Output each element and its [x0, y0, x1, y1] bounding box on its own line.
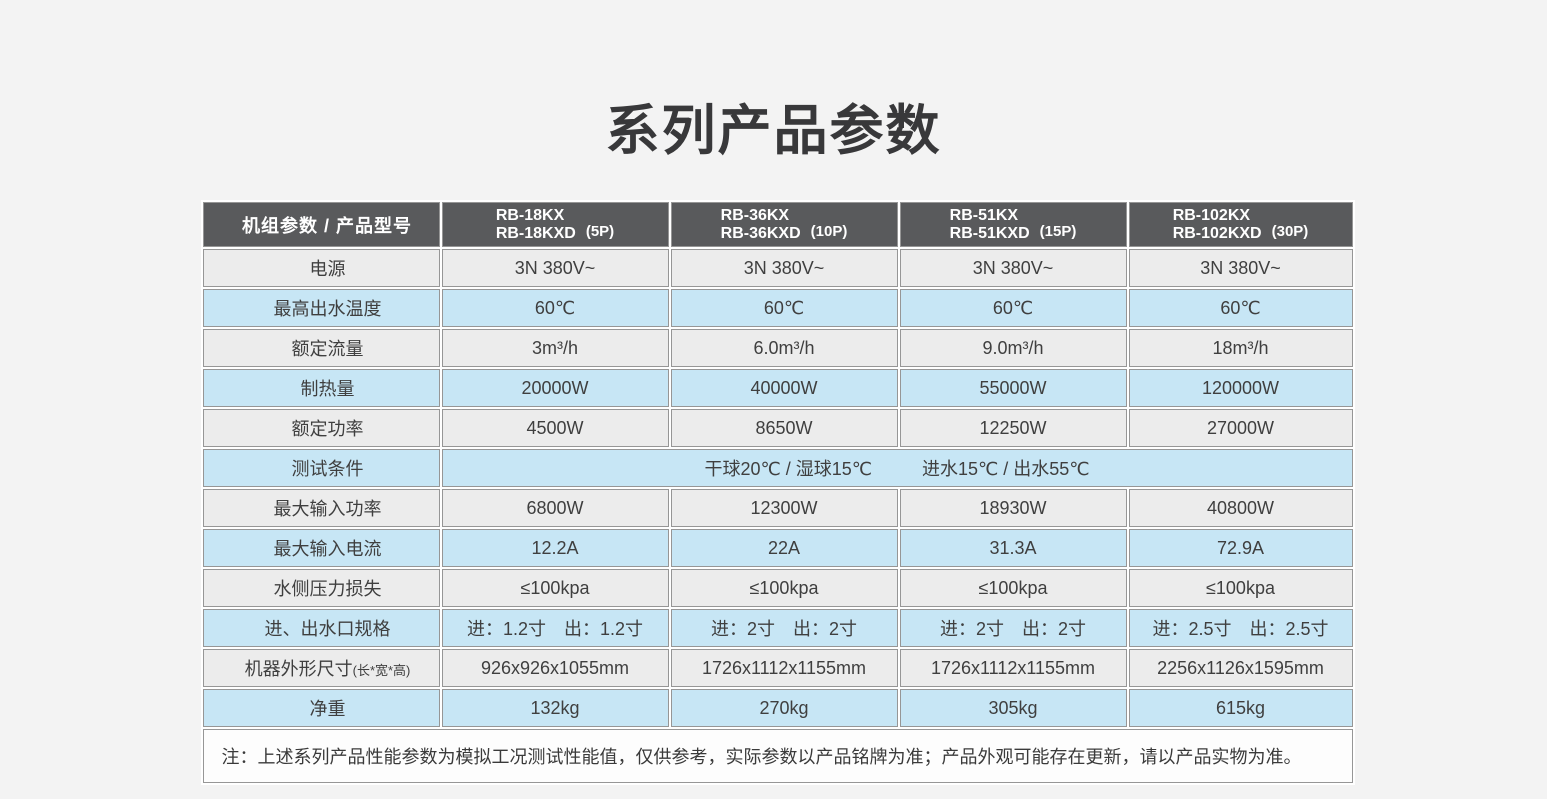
row-value: 12.2A — [441, 529, 669, 567]
table-header-row: 机组参数 / 产品型号 RB-18KX RB-18KXD (5P) RB-36K… — [202, 202, 1353, 247]
table-row-power-supply: 电源 3N 380V~ 3N 380V~ 3N 380V~ 3N 380V~ — [202, 249, 1353, 287]
header-model-0: RB-18KX RB-18KXD (5P) — [441, 202, 669, 247]
row-value: 1726x1112x1155mm — [670, 649, 898, 687]
row-value: 12250W — [899, 409, 1127, 447]
table-row-net-weight: 净重 132kg 270kg 305kg 615kg — [202, 689, 1353, 727]
row-value: 22A — [670, 529, 898, 567]
row-value: 3N 380V~ — [670, 249, 898, 287]
table-row-test-conditions: 测试条件 干球20℃ / 湿球15℃ 进水15℃ / 出水55℃ — [202, 449, 1353, 487]
model-name: RB-36KXD — [720, 224, 801, 242]
row-label: 测试条件 — [202, 449, 440, 487]
row-value: 270kg — [670, 689, 898, 727]
row-value: 18930W — [899, 489, 1127, 527]
row-value: 1726x1112x1155mm — [899, 649, 1127, 687]
row-value: 31.3A — [899, 529, 1127, 567]
row-value: 40000W — [670, 369, 898, 407]
row-value: 3N 380V~ — [1128, 249, 1353, 287]
model-power: (10P) — [810, 223, 848, 240]
row-label: 电源 — [202, 249, 440, 287]
row-value: 305kg — [899, 689, 1127, 727]
model-name: RB-102KX — [1172, 206, 1251, 224]
row-value: 4500W — [441, 409, 669, 447]
row-label: 制热量 — [202, 369, 440, 407]
row-label-suffix: (长*宽*高) — [352, 663, 411, 678]
model-name: RB-51KXD — [949, 224, 1030, 242]
test-condition-air: 干球20℃ / 湿球15℃ — [704, 459, 872, 479]
row-value: 3N 380V~ — [899, 249, 1127, 287]
row-value: 18m³/h — [1128, 329, 1353, 367]
row-value: 3m³/h — [441, 329, 669, 367]
row-label: 额定流量 — [202, 329, 440, 367]
row-value: 8650W — [670, 409, 898, 447]
table-row-max-input-power: 最大输入功率 6800W 12300W 18930W 40800W — [202, 489, 1353, 527]
table-row-max-input-current: 最大输入电流 12.2A 22A 31.3A 72.9A — [202, 529, 1353, 567]
footnote: 注：上述系列产品性能参数为模拟工况测试性能值，仅供参考，实际参数以产品铭牌为准；… — [202, 729, 1353, 783]
row-value: 6.0m³/h — [670, 329, 898, 367]
model-name: RB-18KXD — [495, 224, 576, 242]
row-value: 40800W — [1128, 489, 1353, 527]
row-value: ≤100kpa — [441, 569, 669, 607]
row-value: ≤100kpa — [899, 569, 1127, 607]
row-value: 20000W — [441, 369, 669, 407]
row-value: 132kg — [441, 689, 669, 727]
row-value: 926x926x1055mm — [441, 649, 669, 687]
row-value: 进：1.2寸 出：1.2寸 — [441, 609, 669, 647]
row-value: 6800W — [441, 489, 669, 527]
row-value: 27000W — [1128, 409, 1353, 447]
row-value: 60℃ — [899, 289, 1127, 327]
model-power: (30P) — [1271, 223, 1309, 240]
row-value: 120000W — [1128, 369, 1353, 407]
row-label: 最大输入功率 — [202, 489, 440, 527]
table-row-port-spec: 进、出水口规格 进：1.2寸 出：1.2寸 进：2寸 出：2寸 进：2寸 出：2… — [202, 609, 1353, 647]
row-label: 额定功率 — [202, 409, 440, 447]
row-value: 60℃ — [441, 289, 669, 327]
header-model-1: RB-36KX RB-36KXD (10P) — [670, 202, 898, 247]
row-label: 机器外形尺寸(长*宽*高) — [202, 649, 440, 687]
table-row-heating-capacity: 制热量 20000W 40000W 55000W 120000W — [202, 369, 1353, 407]
table-row-dimensions: 机器外形尺寸(长*宽*高) 926x926x1055mm 1726x1112x1… — [202, 649, 1353, 687]
row-value: 9.0m³/h — [899, 329, 1127, 367]
table-row-rated-flow: 额定流量 3m³/h 6.0m³/h 9.0m³/h 18m³/h — [202, 329, 1353, 367]
table-row-water-pressure-loss: 水侧压力损失 ≤100kpa ≤100kpa ≤100kpa ≤100kpa — [202, 569, 1353, 607]
row-label: 水侧压力损失 — [202, 569, 440, 607]
product-spec-table: 机组参数 / 产品型号 RB-18KX RB-18KXD (5P) RB-36K… — [200, 200, 1355, 785]
model-name: RB-36KX — [720, 206, 790, 224]
model-name: RB-18KX — [495, 206, 565, 224]
row-value-span: 干球20℃ / 湿球15℃ 进水15℃ / 出水55℃ — [441, 449, 1353, 487]
row-value: ≤100kpa — [1128, 569, 1353, 607]
table-row-max-outlet-temp: 最高出水温度 60℃ 60℃ 60℃ 60℃ — [202, 289, 1353, 327]
row-value: 2256x1126x1595mm — [1128, 649, 1353, 687]
model-name: RB-102KXD — [1172, 224, 1262, 242]
row-label: 净重 — [202, 689, 440, 727]
model-name: RB-51KX — [949, 206, 1019, 224]
row-label: 最高出水温度 — [202, 289, 440, 327]
footnote-row: 注：上述系列产品性能参数为模拟工况测试性能值，仅供参考，实际参数以产品铭牌为准；… — [202, 729, 1353, 783]
row-value: 55000W — [899, 369, 1127, 407]
row-value: 60℃ — [1128, 289, 1353, 327]
row-label: 进、出水口规格 — [202, 609, 440, 647]
header-model-2: RB-51KX RB-51KXD (15P) — [899, 202, 1127, 247]
model-power: (5P) — [585, 223, 615, 240]
row-value: 3N 380V~ — [441, 249, 669, 287]
page-title: 系列产品参数 — [605, 101, 942, 161]
table-row-rated-power: 额定功率 4500W 8650W 12250W 27000W — [202, 409, 1353, 447]
spec-table-container: 机组参数 / 产品型号 RB-18KX RB-18KXD (5P) RB-36K… — [200, 200, 1355, 785]
row-value: 615kg — [1128, 689, 1353, 727]
header-model-3: RB-102KX RB-102KXD (30P) — [1128, 202, 1353, 247]
row-value: 进：2寸 出：2寸 — [670, 609, 898, 647]
row-value: ≤100kpa — [670, 569, 898, 607]
model-power: (15P) — [1039, 223, 1077, 240]
row-value: 72.9A — [1128, 529, 1353, 567]
row-value: 12300W — [670, 489, 898, 527]
row-value: 60℃ — [670, 289, 898, 327]
header-corner-label: 机组参数 / 产品型号 — [202, 202, 440, 247]
row-label: 最大输入电流 — [202, 529, 440, 567]
test-condition-water: 进水15℃ / 出水55℃ — [922, 459, 1090, 479]
row-value: 进：2.5寸 出：2.5寸 — [1128, 609, 1353, 647]
row-value: 进：2寸 出：2寸 — [899, 609, 1127, 647]
